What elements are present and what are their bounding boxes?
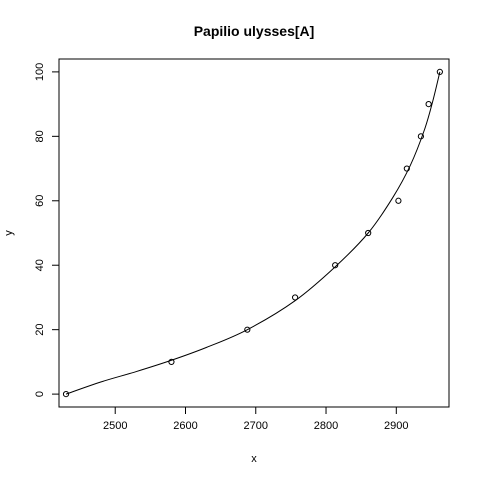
x-axis: 2500 2600 2700 2800 2900 — [103, 407, 409, 432]
y-tick-label: 0 — [34, 391, 46, 397]
chart-title: Papilio ulysses[A] — [194, 23, 315, 39]
fit-curve — [65, 71, 441, 395]
data-points-layer — [62, 68, 443, 398]
data-point — [168, 358, 175, 365]
plot-area-border — [58, 58, 450, 408]
y-axis-label: y — [3, 230, 15, 236]
y-tick-label: 20 — [34, 324, 46, 336]
y-tick-label: 100 — [34, 63, 46, 81]
data-point — [425, 101, 432, 108]
x-tick-label: 2500 — [103, 420, 127, 432]
data-point — [244, 326, 251, 333]
data-point — [365, 229, 372, 237]
data-point — [417, 133, 424, 140]
x-tick-label: 2800 — [314, 420, 338, 432]
x-tick-label: 2600 — [173, 420, 197, 432]
y-tick-label: 40 — [34, 259, 46, 271]
data-point — [332, 262, 339, 269]
data-point — [395, 197, 402, 204]
x-tick-label: 2900 — [384, 420, 408, 432]
x-axis-label: x — [251, 453, 257, 465]
data-point — [436, 68, 443, 75]
fit-curve-layer — [65, 71, 441, 395]
y-tick-label: 80 — [34, 130, 46, 142]
x-tick-label: 2700 — [244, 420, 268, 432]
data-point — [403, 165, 410, 172]
y-axis: 0 20 40 60 80 100 — [34, 63, 59, 397]
data-point — [292, 294, 299, 301]
data-point — [62, 391, 70, 398]
y-tick-label: 60 — [34, 195, 46, 207]
